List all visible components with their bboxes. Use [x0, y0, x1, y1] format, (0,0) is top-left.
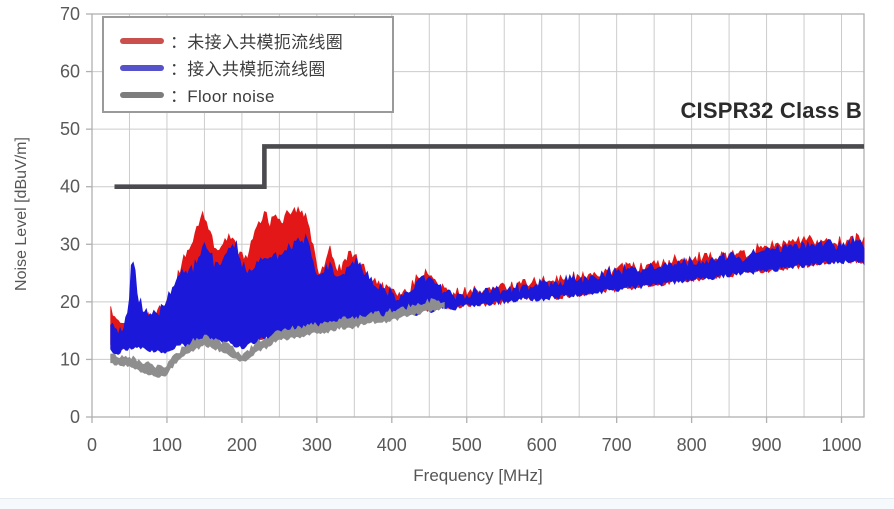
y-axis-label: Noise Level [dBuV/m]	[13, 137, 30, 291]
legend-item-floor-noise: ：Floor noise	[120, 81, 392, 108]
svg-text:100: 100	[152, 435, 182, 455]
svg-text:600: 600	[527, 435, 557, 455]
svg-text:70: 70	[60, 4, 80, 24]
svg-text:20: 20	[60, 292, 80, 312]
chart-plot-area: 0 100 200 300 400 500 600 700 800 900 1000 0 10 20 30 4…	[60, 4, 865, 455]
svg-text:10: 10	[60, 349, 80, 369]
legend-label-without-choke: ：未接入共模扼流线圈	[170, 33, 343, 52]
svg-text:700: 700	[602, 435, 632, 455]
svg-text:500: 500	[452, 435, 482, 455]
legend-swatch-red-line	[120, 37, 164, 44]
svg-text:60: 60	[60, 62, 80, 82]
x-axis-label: Frequency [MHz]	[413, 466, 543, 485]
legend-label-floor-noise: ：Floor noise	[170, 87, 275, 106]
svg-text:0: 0	[87, 435, 97, 455]
legend-label-with-choke: ：接入共模扼流线圈	[170, 60, 326, 79]
legend-item-with-choke: ：接入共模扼流线圈	[120, 54, 392, 81]
legend: ：未接入共模扼流线圈 ：接入共模扼流线圈 ：Floor noise	[102, 16, 394, 113]
limit-annotation: CISPR32 Class B	[680, 98, 862, 123]
svg-text:900: 900	[752, 435, 782, 455]
svg-text:300: 300	[302, 435, 332, 455]
svg-text:40: 40	[60, 177, 80, 197]
svg-text:200: 200	[227, 435, 257, 455]
svg-text:30: 30	[60, 234, 80, 254]
svg-text:0: 0	[70, 407, 80, 427]
legend-swatch-gray-line	[120, 91, 164, 98]
svg-text:1000: 1000	[821, 435, 861, 455]
legend-item-without-choke: ：未接入共模扼流线圈	[120, 27, 392, 54]
bottom-strip	[0, 498, 894, 509]
svg-text:400: 400	[377, 435, 407, 455]
legend-swatch-blue-line	[120, 64, 164, 71]
svg-text:800: 800	[677, 435, 707, 455]
svg-text:50: 50	[60, 119, 80, 139]
